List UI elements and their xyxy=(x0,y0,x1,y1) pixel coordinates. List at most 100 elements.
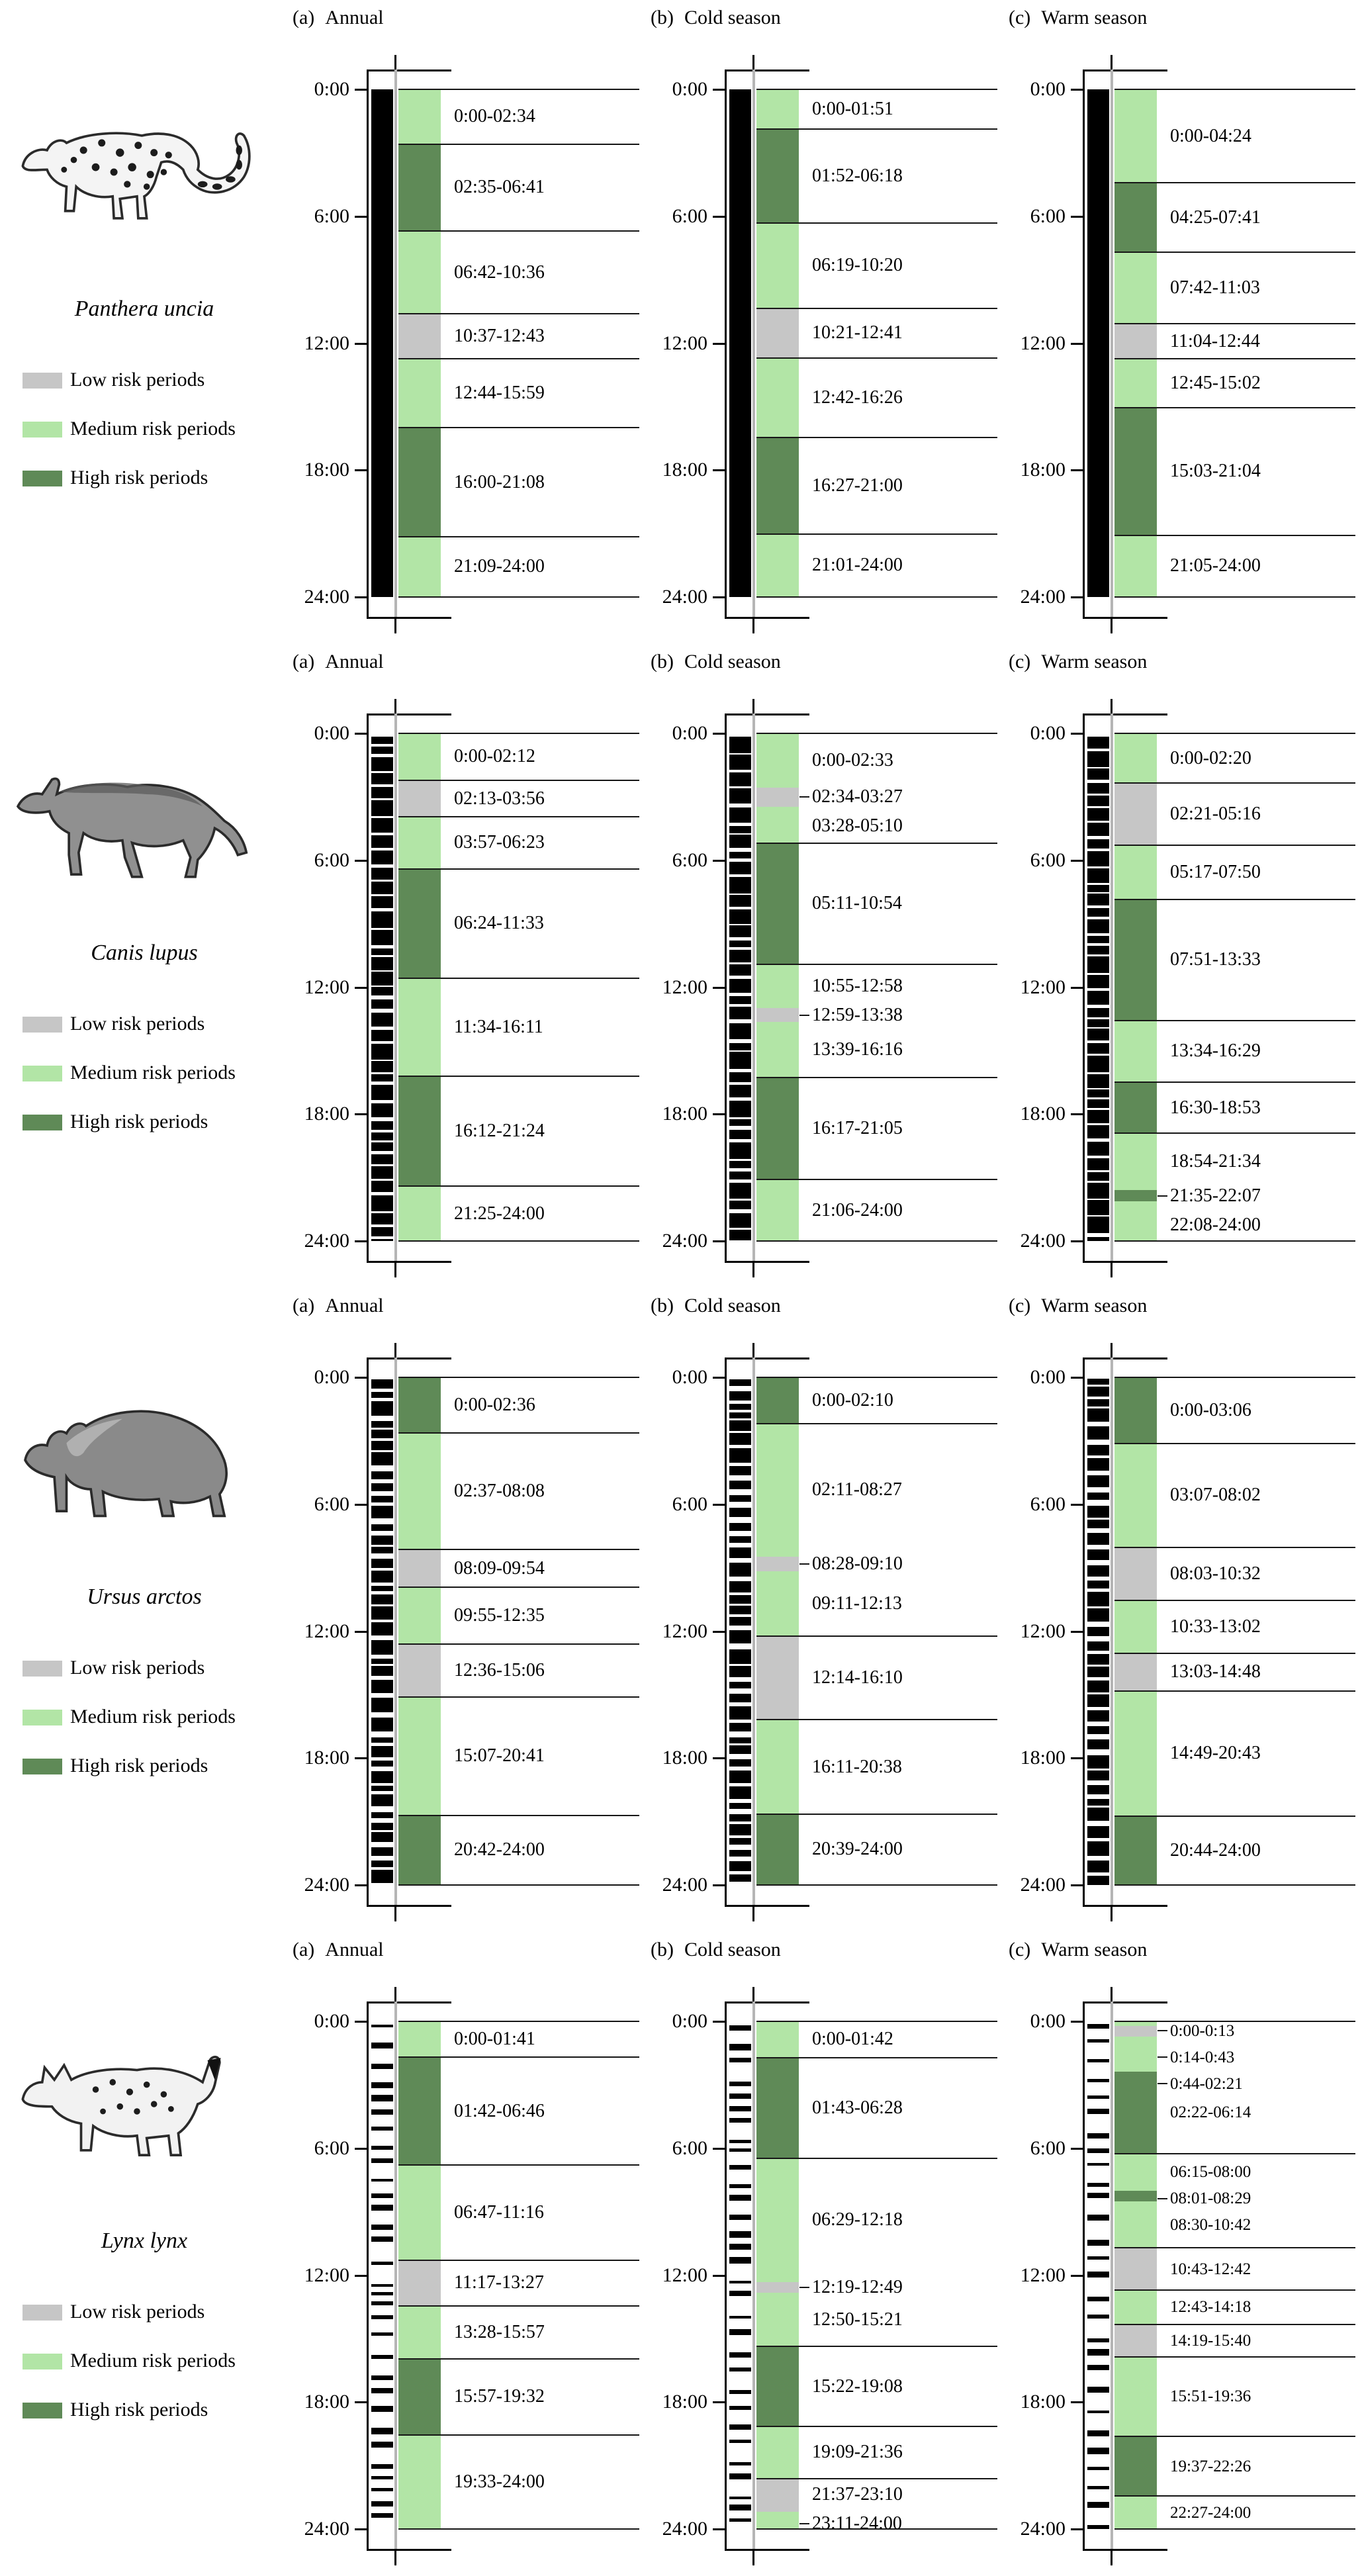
risk-segment-medium xyxy=(398,2164,441,2260)
panel-cold-season: (b) Cold season 0:00 6:00 12:00 18:00 24:00 0:0… xyxy=(647,644,1005,1288)
panel-title: (a) Annual xyxy=(293,1295,384,1317)
panel-warm-season: (c) Warm season 0:00 6:00 12:00 18:00 24:00 0:0… xyxy=(1005,1932,1362,2576)
legend-item-high: High risk periods xyxy=(23,1747,287,1796)
plot-frame-bottom-cap xyxy=(1083,1261,1167,1263)
time-axis-label: 0:00 xyxy=(672,2010,707,2032)
time-axis-tick xyxy=(713,2147,725,2150)
frame-bottom-tick xyxy=(394,1261,396,1277)
segment-time-label: 02:11-08:27 xyxy=(812,1479,902,1500)
time-axis-tick xyxy=(1071,2021,1083,2023)
risk-segment-low xyxy=(756,1635,799,1720)
segment-time-label: 13:28-15:57 xyxy=(454,2322,545,2343)
activity-record-tick xyxy=(1087,1532,1109,1545)
activity-record-tick xyxy=(371,1379,393,1389)
segment-boundary-line xyxy=(1114,1884,1355,1886)
risk-segment-medium xyxy=(1114,733,1157,784)
plot-frame-bottom-cap xyxy=(1083,1905,1167,1907)
activity-record-tick xyxy=(1087,1841,1109,1856)
segment-time-label: 06:42-10:36 xyxy=(454,261,545,283)
activity-record-tick xyxy=(729,1682,751,1688)
time-axis-label: 6:00 xyxy=(1030,205,1066,227)
activity-record-tick xyxy=(1087,783,1109,794)
segment-boundary-line xyxy=(756,596,997,598)
risk-legend: Low risk periods Medium risk periods Hig… xyxy=(23,1649,287,1796)
segment-time-label: 0:00-02:10 xyxy=(812,1389,893,1410)
activity-record-tick xyxy=(729,835,751,849)
label-leader-line xyxy=(1158,2197,1167,2199)
risk-segment-low xyxy=(1114,2248,1157,2291)
segment-time-label: 10:55-12:58 xyxy=(812,975,903,996)
activity-record-tick xyxy=(1087,2059,1109,2063)
risk-segment-high xyxy=(756,128,799,223)
panel-annual: (a) Annual 0:00 6:00 12:00 18:00 24:00 0:00-02:… xyxy=(289,0,647,644)
activity-record-tick xyxy=(371,896,393,909)
segment-time-label: 06:19-10:20 xyxy=(812,255,903,276)
risk-segment-high xyxy=(1114,183,1157,253)
segment-time-label: 0:00-02:34 xyxy=(454,106,535,127)
bar-divider-line xyxy=(752,69,755,617)
activity-record-tick xyxy=(1087,2162,1109,2166)
activity-record-tick xyxy=(371,987,393,996)
activity-record-tick xyxy=(1087,1408,1109,1422)
segment-time-label: 21:06-24:00 xyxy=(812,1199,903,1220)
risk-segment-medium xyxy=(1114,1201,1157,1241)
segment-time-label: 22:27-24:00 xyxy=(1170,2503,1251,2522)
activity-record-tick xyxy=(371,2109,393,2115)
activity-record-tick xyxy=(1087,919,1109,934)
activity-record-tick xyxy=(729,1101,751,1118)
activity-record-tick xyxy=(1087,2095,1109,2099)
time-axis-tick xyxy=(713,859,725,862)
plot-frame-top-cap xyxy=(725,1357,809,1359)
medium-risk-label: Medium risk periods xyxy=(70,418,236,439)
segment-time-label: 21:25-24:00 xyxy=(454,1203,545,1224)
risk-segment-medium xyxy=(756,2158,799,2282)
plot-frame-left-spine xyxy=(1083,2001,1085,2549)
frame-bottom-tick xyxy=(752,2549,754,2565)
activity-record-tick xyxy=(729,1649,751,1664)
activity-record-tick xyxy=(371,929,393,945)
segment-boundary-line xyxy=(1114,1132,1355,1134)
risk-segment-medium xyxy=(756,1022,799,1078)
time-axis-label: 12:00 xyxy=(1020,332,1066,354)
segment-boundary-line xyxy=(398,1696,639,1698)
activity-record-tick xyxy=(1087,1125,1109,1139)
risk-segment-medium xyxy=(756,2426,799,2479)
activity-record-tick xyxy=(371,786,393,799)
risk-segment-medium xyxy=(756,2293,799,2347)
segment-time-label: 02:35-06:41 xyxy=(454,177,545,198)
time-axis-label: 24:00 xyxy=(1020,2518,1066,2540)
activity-record-tick xyxy=(371,1142,393,1151)
risk-segment-medium xyxy=(1114,1600,1157,1654)
risk-segment-medium xyxy=(1114,845,1157,899)
label-leader-line xyxy=(799,2286,809,2288)
frame-bottom-tick xyxy=(752,1261,754,1277)
time-axis-label: 12:00 xyxy=(662,332,707,354)
activity-record-tick xyxy=(729,1230,751,1240)
activity-record-tick xyxy=(1087,2133,1109,2139)
segment-time-label: 15:03-21:04 xyxy=(1170,461,1261,482)
frame-top-tick xyxy=(752,1343,754,1359)
activity-record-tick xyxy=(1087,946,1109,955)
time-axis-tick xyxy=(713,89,725,91)
risk-segment-low xyxy=(398,314,441,359)
plot-frame-left-spine xyxy=(1083,1357,1085,1905)
time-axis-tick xyxy=(355,1377,367,1379)
time-axis-label: 24:00 xyxy=(304,1874,349,1896)
activity-record-tick xyxy=(1087,2108,1109,2114)
activity-record-tick xyxy=(1087,1445,1109,1455)
activity-record-tick xyxy=(371,757,393,772)
activity-record-tick xyxy=(1087,2183,1109,2187)
time-axis-label: 24:00 xyxy=(1020,586,1066,608)
activity-record-tick xyxy=(371,1847,393,1857)
time-axis-label: 18:00 xyxy=(662,459,707,481)
activity-record-tick xyxy=(371,2224,393,2230)
segment-boundary-line xyxy=(756,963,997,965)
segment-boundary-line xyxy=(398,1586,639,1588)
plot-frame-top-cap xyxy=(367,713,451,715)
risk-segment-high xyxy=(398,2057,441,2165)
plot-frame-top-cap xyxy=(725,713,809,715)
activity-record-tick xyxy=(1087,1043,1109,1054)
time-axis-label: 18:00 xyxy=(662,1103,707,1125)
segment-boundary-line xyxy=(398,427,639,429)
activity-record-tick xyxy=(729,2106,751,2112)
